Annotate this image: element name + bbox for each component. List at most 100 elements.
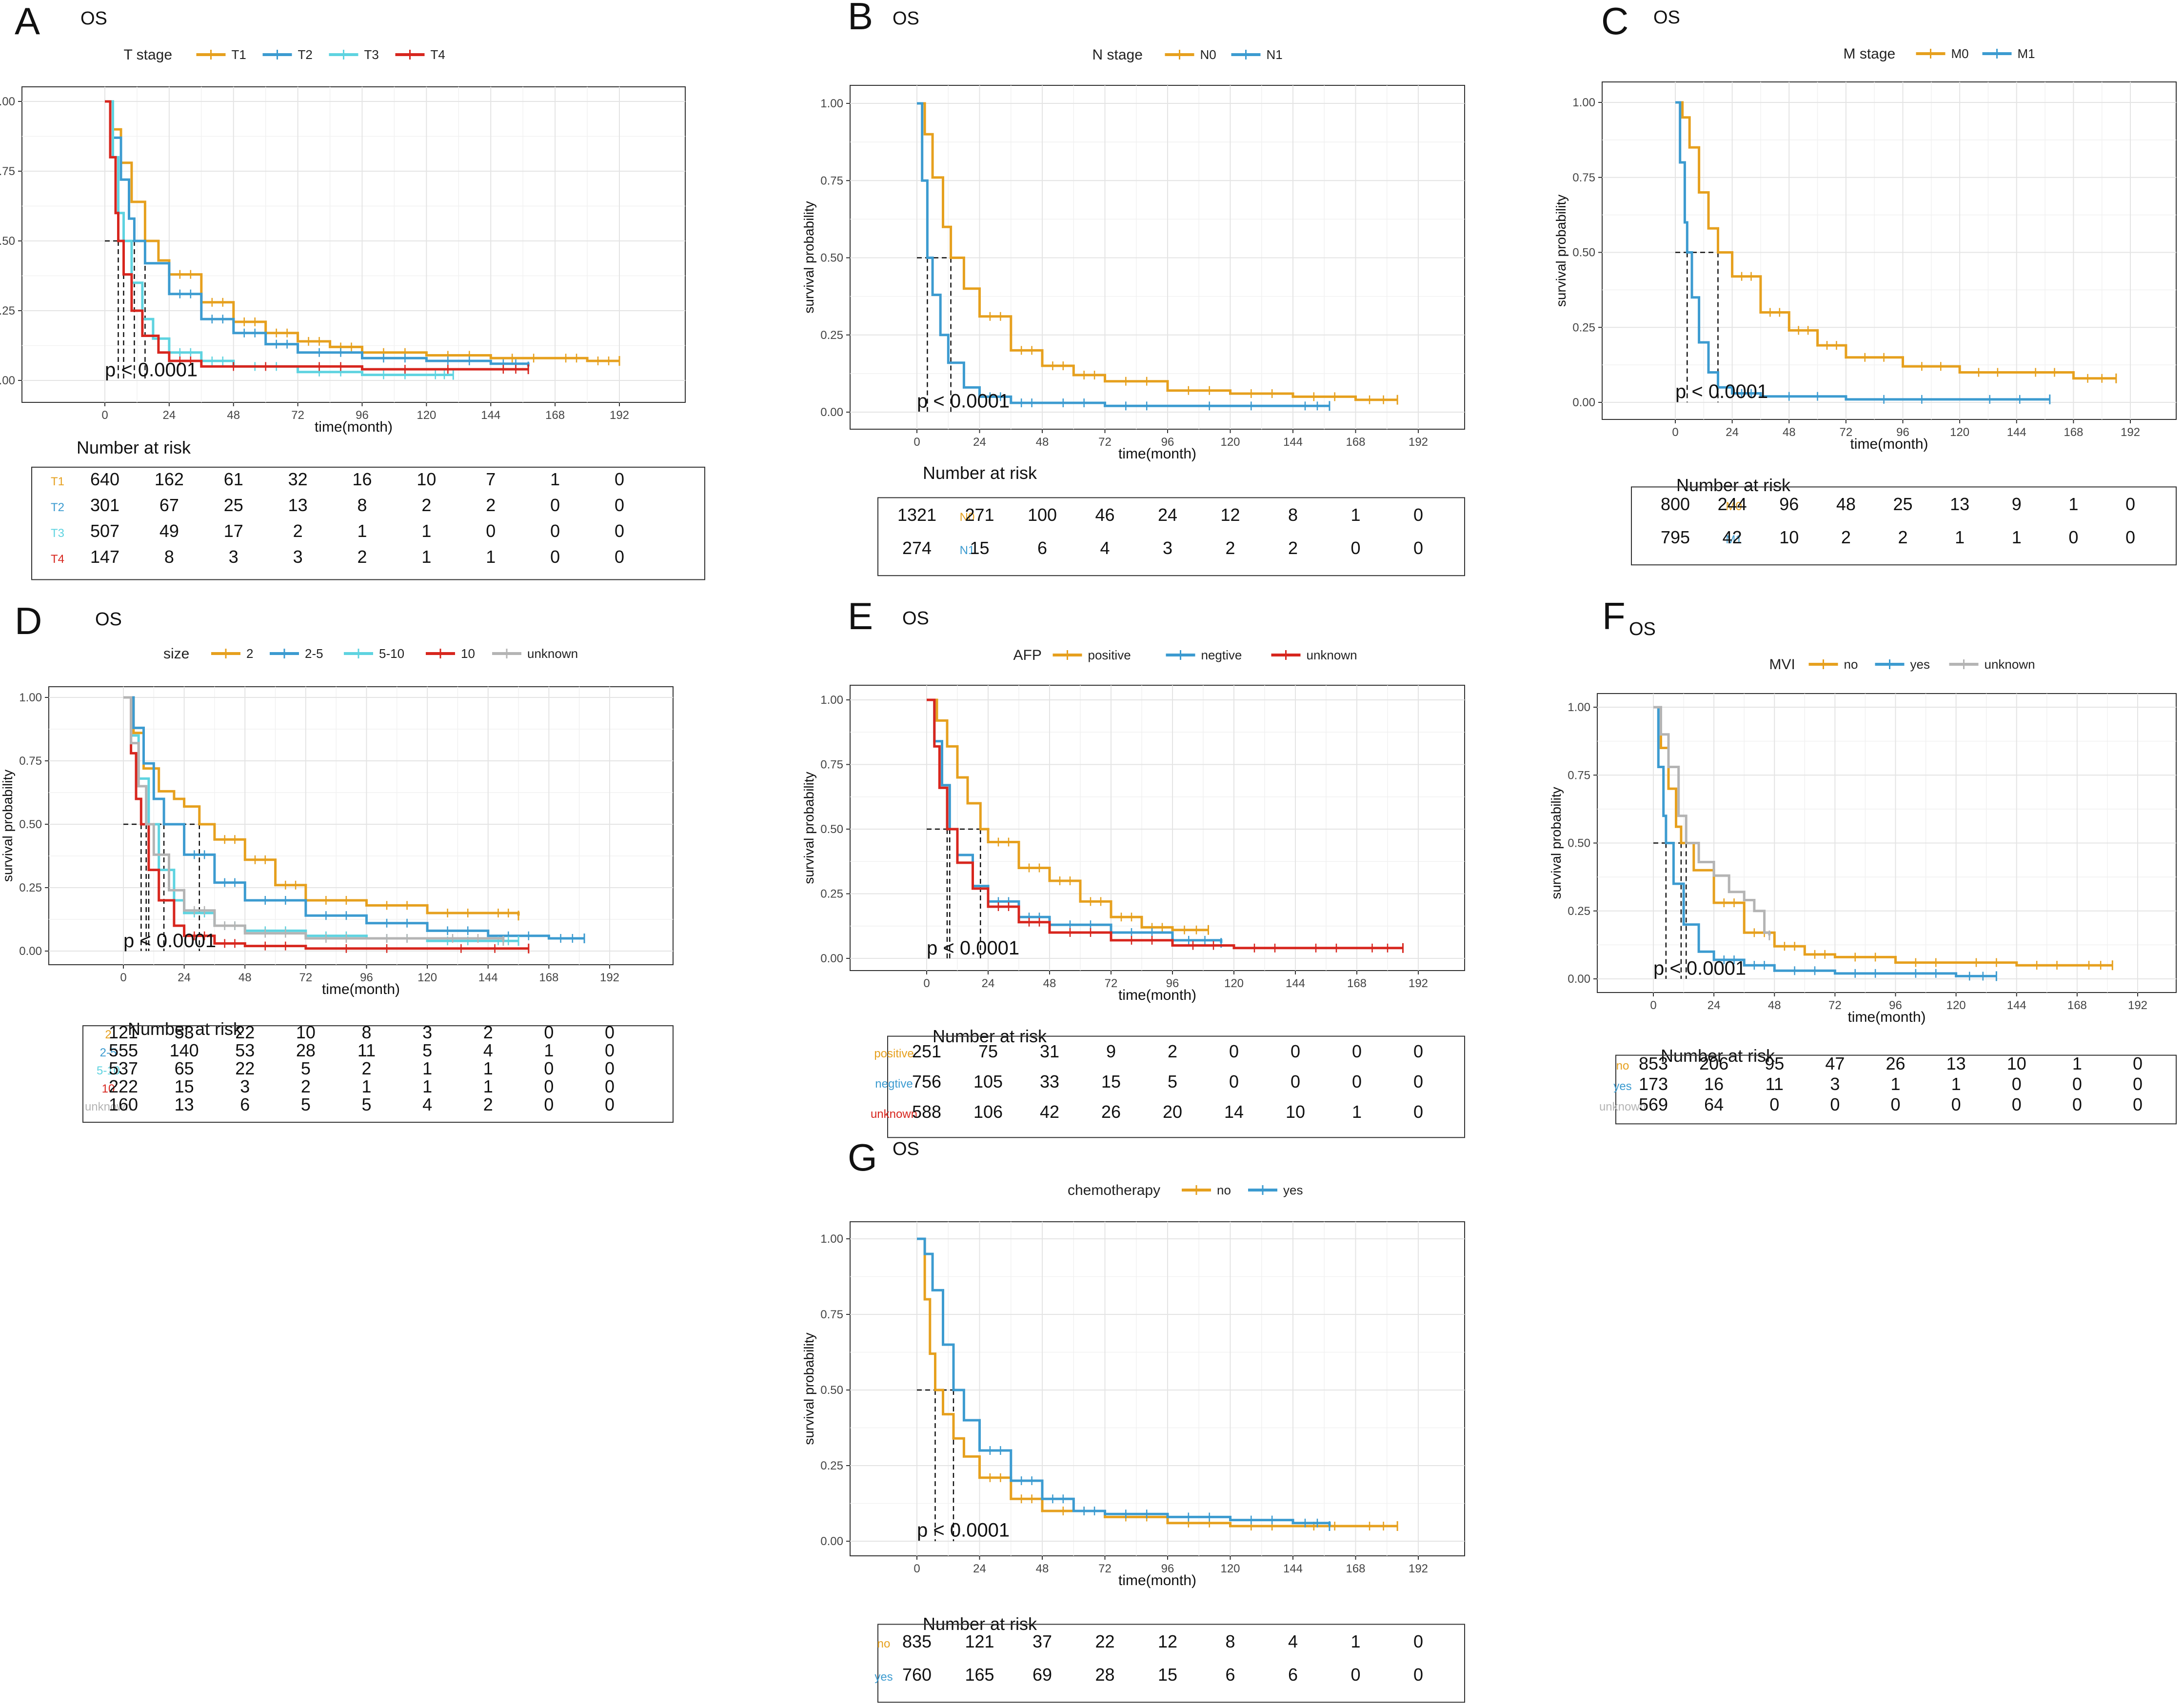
risk-value: 0: [550, 547, 560, 567]
risk-value: 0: [1413, 1665, 1423, 1685]
risk-row-label: negtive: [875, 1077, 913, 1091]
y-tick-label: 0.75: [19, 755, 42, 768]
risk-value: 16: [352, 469, 372, 489]
risk-value: 1: [422, 1076, 432, 1096]
risk-table-title: Number at risk: [77, 437, 191, 457]
risk-value: 5: [301, 1094, 311, 1114]
risk-value: 1: [550, 469, 560, 489]
risk-value: 0: [1413, 1631, 1423, 1651]
censor-marks: [194, 931, 530, 953]
risk-value: 0: [2068, 527, 2078, 547]
risk-value: 0: [1413, 538, 1423, 558]
risk-value: 9: [2012, 494, 2022, 514]
risk-value: 8: [361, 1022, 371, 1042]
x-tick-label: 96: [1166, 977, 1179, 990]
risk-value: 274: [902, 538, 932, 558]
risk-table-frame: [877, 1624, 1465, 1703]
p-value: p < 0.0001: [123, 930, 216, 952]
panel-title: OS: [893, 1139, 919, 1159]
risk-value: 0: [486, 521, 496, 541]
risk-value: 165: [965, 1665, 994, 1685]
x-tick-label: 0: [913, 436, 920, 449]
risk-value: 0: [615, 521, 624, 541]
risk-value: 8: [357, 495, 367, 515]
risk-value: 1: [422, 1058, 432, 1078]
risk-row-label: M0: [1726, 500, 1742, 513]
legend-label: yes: [1910, 657, 1930, 672]
risk-value: 555: [109, 1040, 138, 1060]
risk-value: 47: [1825, 1053, 1845, 1073]
y-tick-label: 1.00: [1572, 96, 1595, 109]
legend: AFP positive negtive unknown: [1013, 647, 1357, 663]
risk-value: 5: [1168, 1072, 1177, 1092]
risk-value: 95: [1765, 1053, 1784, 1073]
legend: M stage M0 M1: [1844, 46, 2035, 62]
risk-value: 12: [1158, 1631, 1177, 1651]
risk-value: 106: [973, 1102, 1003, 1122]
y-axis-title: survival probability: [801, 1332, 816, 1445]
risk-value: 11: [1766, 1074, 1784, 1094]
survival-curve: [1653, 706, 1997, 977]
risk-value: 0: [2125, 494, 2135, 514]
risk-value: 16: [1704, 1074, 1724, 1094]
risk-value: 0: [1352, 1072, 1362, 1092]
y-axis-title: survival probability: [801, 201, 816, 313]
x-tick-label: 144: [1286, 977, 1305, 990]
legend-label: 10: [461, 646, 475, 661]
panel-letter: F: [1602, 595, 1626, 637]
risk-value: 28: [296, 1040, 316, 1060]
risk-row-label: unknown: [871, 1108, 917, 1121]
censor-marks: [989, 312, 1398, 405]
risk-value: 0: [2072, 1094, 2082, 1114]
risk-value: 2: [301, 1076, 311, 1096]
risk-value: 8: [1225, 1631, 1235, 1651]
risk-value: 162: [155, 469, 184, 489]
risk-value: 8: [164, 547, 174, 567]
risk-value: 1: [2072, 1053, 2082, 1073]
risk-value: 0: [605, 1040, 615, 1060]
x-tick-label: 144: [478, 971, 498, 984]
x-tick-label: 168: [1346, 436, 1365, 449]
risk-value: 22: [235, 1022, 255, 1042]
panel-letter: A: [15, 0, 40, 42]
risk-value: 10: [2007, 1053, 2026, 1073]
risk-value: 3: [1830, 1074, 1840, 1094]
x-tick-label: 0: [1672, 426, 1678, 439]
risk-value: 31: [1040, 1041, 1059, 1061]
risk-value: 0: [1350, 1665, 1360, 1685]
risk-value: 69: [1032, 1665, 1052, 1685]
risk-value: 96: [1779, 494, 1799, 514]
risk-value: 2: [1288, 538, 1298, 558]
risk-value: 2: [357, 547, 367, 567]
x-tick-label: 72: [291, 409, 304, 422]
risk-value: 0: [544, 1022, 554, 1042]
risk-value: 1: [1352, 1102, 1362, 1122]
risk-value: 15: [175, 1076, 194, 1096]
risk-value: 1: [1955, 527, 1965, 547]
x-tick-label: 48: [1783, 426, 1796, 439]
risk-value: 6: [1288, 1665, 1298, 1685]
x-tick-label: 24: [973, 436, 986, 449]
survival-curve: [123, 696, 585, 940]
risk-value: 5: [422, 1040, 432, 1060]
risk-row-label: M1: [1726, 533, 1742, 546]
x-tick-label: 48: [1036, 1562, 1049, 1575]
censor-marks: [997, 902, 1404, 953]
panel-title: OS: [893, 8, 919, 29]
y-tick-label: 0.00: [19, 945, 42, 958]
risk-value: 1: [544, 1040, 554, 1060]
x-tick-label: 72: [1098, 1562, 1112, 1575]
y-tick-label: 1.00: [820, 1232, 843, 1246]
risk-value: 3: [1163, 538, 1172, 558]
legend-title: MVI: [1769, 656, 1795, 673]
risk-row-label: 2-5: [100, 1046, 117, 1059]
risk-value: 37: [1032, 1631, 1052, 1651]
risk-value: 160: [109, 1094, 138, 1114]
risk-table-frame: [31, 466, 705, 580]
legend: size 2 2-5 5-10 10 unknown: [163, 646, 578, 662]
censor-marks: [194, 906, 504, 946]
